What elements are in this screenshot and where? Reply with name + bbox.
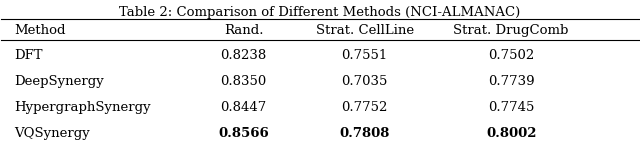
Text: Strat. CellLine: Strat. CellLine bbox=[316, 24, 413, 36]
Text: 0.7551: 0.7551 bbox=[342, 49, 388, 62]
Text: 0.8238: 0.8238 bbox=[220, 49, 267, 62]
Text: 0.7808: 0.7808 bbox=[339, 127, 390, 140]
Text: 0.7752: 0.7752 bbox=[341, 101, 388, 114]
Text: 0.7745: 0.7745 bbox=[488, 101, 534, 114]
Text: 0.8566: 0.8566 bbox=[218, 127, 269, 140]
Text: Method: Method bbox=[14, 24, 66, 36]
Text: Rand.: Rand. bbox=[224, 24, 263, 36]
Text: VQSynergy: VQSynergy bbox=[14, 127, 90, 140]
Text: 0.8002: 0.8002 bbox=[486, 127, 536, 140]
Text: 0.8447: 0.8447 bbox=[220, 101, 267, 114]
Text: 0.8350: 0.8350 bbox=[220, 75, 267, 88]
Text: DFT: DFT bbox=[14, 49, 43, 62]
Text: 0.7739: 0.7739 bbox=[488, 75, 534, 88]
Text: 0.7035: 0.7035 bbox=[341, 75, 388, 88]
Text: Strat. DrugComb: Strat. DrugComb bbox=[454, 24, 569, 36]
Text: Table 2: Comparison of Different Methods (NCI-ALMANAC): Table 2: Comparison of Different Methods… bbox=[120, 6, 520, 19]
Text: DeepSynergy: DeepSynergy bbox=[14, 75, 104, 88]
Text: HypergraphSynergy: HypergraphSynergy bbox=[14, 101, 151, 114]
Text: 0.7502: 0.7502 bbox=[488, 49, 534, 62]
